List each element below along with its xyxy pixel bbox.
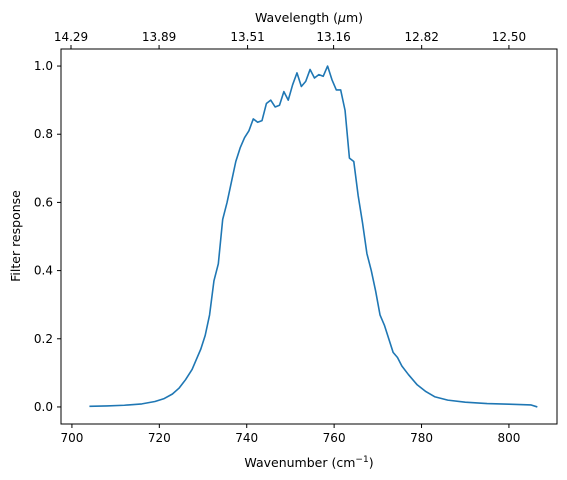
top-tick-label: 12.50 [492, 30, 526, 44]
top-tick-label: 12.82 [404, 30, 438, 44]
y-tick-label: 1.0 [34, 59, 53, 73]
top-tick-label: 13.89 [142, 30, 176, 44]
y-axis-ticks: 0.0 0.2 0.4 0.6 0.8 1.0 [34, 59, 61, 414]
x-axis-title-main: Wavenumber (cm [244, 455, 355, 470]
top-axis-title-prefix: Wavelength ( [255, 10, 338, 25]
x-axis-ticks: 700 720 740 760 780 800 [60, 424, 520, 445]
x-tick-label: 760 [323, 431, 346, 445]
top-axis-title: Wavelength (μm) [255, 10, 363, 25]
top-tick-label: 14.29 [54, 30, 88, 44]
x-axis-title-sup: −1 [355, 455, 368, 465]
x-tick-label: 780 [410, 431, 433, 445]
y-tick-label: 0.0 [34, 400, 53, 414]
x-axis-title-end: ) [369, 455, 374, 470]
y-axis-title: Filter response [8, 190, 23, 282]
filter-response-line [89, 65, 538, 408]
y-tick-label: 0.6 [34, 195, 53, 209]
top-tick-label: 13.51 [230, 30, 264, 44]
y-tick-label: 0.8 [34, 127, 53, 141]
y-tick-label: 0.2 [34, 332, 53, 346]
x-axis-title: Wavenumber (cm−1) [244, 455, 373, 470]
top-axis-ticks: 14.29 13.89 13.51 13.16 12.82 12.50 [54, 30, 526, 49]
top-axis-title-mu: μ [337, 10, 346, 25]
plot-frame [60, 48, 558, 425]
x-tick-label: 740 [235, 431, 258, 445]
x-tick-label: 720 [148, 431, 171, 445]
x-tick-label: 800 [497, 431, 520, 445]
x-tick-label: 700 [60, 431, 83, 445]
top-axis-title-suffix: m) [346, 10, 363, 25]
y-tick-label: 0.4 [34, 264, 53, 278]
top-tick-label: 13.16 [316, 30, 350, 44]
